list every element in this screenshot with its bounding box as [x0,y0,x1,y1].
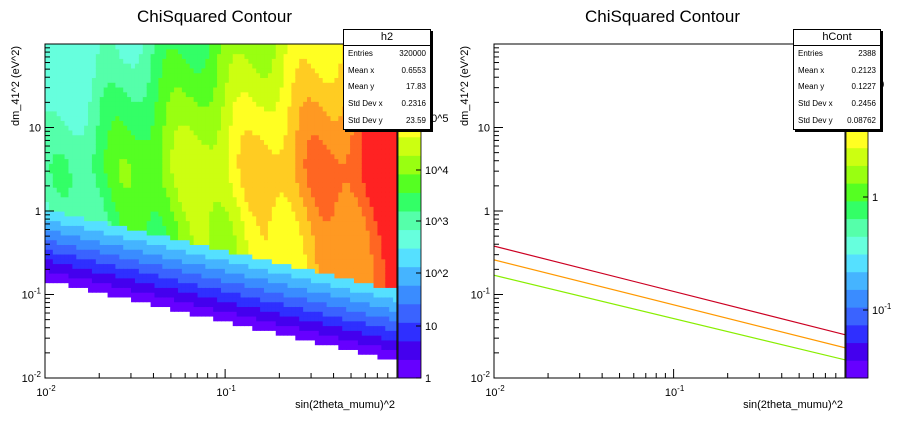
left-y-tick-label: 1 [35,206,41,218]
left-stats-row: Std Dev x 0.2316 [344,96,430,113]
left-y-tick-label: 10-1 [22,287,42,302]
right-palette-cell [846,271,868,290]
left-stats-row: Std Dev y 23.59 [344,113,430,130]
left-pad: 10-2 10-1 10-2 10-1 1 10 sin(2theta_mumu)^2 dm_… [10,7,449,411]
left-chart-title: ChiSquared Contour [137,7,292,26]
right-y-tick-label: 10-1 [471,287,491,302]
left-palette-cell [398,322,421,342]
right-stats-row: Std Dev y 0.08762 [794,113,880,130]
right-stats-box: hCont Entries 2388 Mean x 0.2123 Mean y 0.122… [793,29,881,131]
right-stats-row: Mean y 0.1227 [794,79,880,96]
right-palette-cell [846,254,868,273]
left-chart-svg: 10-2 10-1 10-2 10-1 1 10 sin(2theta_mumu)^2 dm_… [10,43,449,411]
left-stats-row: Mean y 17.83 [344,79,430,96]
left-stats-label: Entries [348,49,373,58]
right-contour-line-2 [494,274,845,361]
right-palette-cell [846,307,868,326]
left-palette-cell [398,136,421,156]
right-stats-value: 0.08762 [847,115,876,125]
right-contour-line-0 [494,245,845,336]
left-stats-value: 17.83 [405,82,426,92]
left-palette-cell [398,173,421,193]
left-palette-cell [398,340,421,360]
right-pad: 10-2 10-1 10-2 10-1 1 10 sin(2theta_mumu)^2 dm_… [449,0,898,425]
right-stats-value: 2388 [858,49,876,58]
right-palette-label: 1 [872,192,878,204]
left-stats-row: Mean x 0.6553 [344,63,430,80]
left-x-tick-label: 10-2 [36,384,56,399]
right-palette-cell [846,360,868,379]
left-palette-label: 1 [425,373,431,385]
right-y-tick-label: 1 [484,206,490,218]
left-palette-cell [398,285,421,305]
left-palette-cell [398,248,421,268]
right-palette-cell [846,130,868,149]
left-stats-value: 0.2316 [401,99,426,109]
right-stats-value: 0.1227 [851,82,876,92]
left-stats-label: Std Dev y [348,115,383,125]
right-palette-cell [846,165,868,184]
left-stats-row: Entries 320000 [344,46,430,63]
right-stats-value: 0.2123 [851,65,876,75]
left-palette-label: 10^4 [425,165,449,177]
left-palette-cell [398,266,421,286]
right-stats-row: Std Dev x 0.2456 [794,96,880,113]
right-x-tick-label: 10-1 [665,384,685,399]
right-stats-value: 0.2456 [851,99,876,109]
left-stats-value: 320000 [399,49,426,58]
right-stats-label: Std Dev y [798,115,833,125]
left-palette-label: 10^3 [425,216,449,228]
right-x-axis-label: sin(2theta_mumu)^2 [743,399,843,411]
left-stats-label: Mean x [348,65,375,75]
right-palette-cell [846,147,868,166]
left-palette-cell [398,359,421,379]
left-stats-label: Mean y [348,82,375,92]
right-contour-line-1 [494,259,845,349]
right-y-tick-label: 10 [478,123,490,135]
left-x-axis-label: sin(2theta_mumu)^2 [295,399,395,411]
right-palette-cell [846,236,868,255]
right-palette-cell [846,218,868,237]
right-palette-cell [846,183,868,202]
right-palette-cell [846,342,868,361]
right-palette-label: 10-1 [872,302,892,317]
left-stats-box: h2 Entries 320000 Mean x 0.6553 Mean y 17.83 S… [343,29,431,131]
left-palette-label: 10 [425,321,437,333]
left-stats-value: 0.6553 [401,65,426,75]
right-y-tick-label: 10-2 [471,370,491,385]
left-palette-cell [398,211,421,231]
right-stats-label: Mean y [798,82,825,92]
left-palette-label: 10^2 [425,268,449,280]
right-x-tick-label: 10-2 [485,384,505,399]
right-palette-cell [846,289,868,308]
left-palette-cell [398,303,421,323]
left-palette-cell [398,192,421,212]
right-stats-label: Mean x [798,65,825,75]
left-stats-value: 23.59 [405,115,426,125]
right-stats-row: Entries 2388 [794,46,880,63]
left-y-tick-label: 10 [29,123,41,135]
right-stats-row: Mean x 0.2123 [794,63,880,80]
left-stats-name: h2 [344,30,430,46]
left-stats-label: Std Dev x [348,99,383,109]
right-chart-svg: 10-2 10-1 10-2 10-1 1 10 sin(2theta_mumu)^2 dm_… [459,43,892,411]
right-palette-cell [846,324,868,344]
left-y-axis-label: dm_41^2 (eV^2) [10,46,22,126]
left-palette-cell [398,229,421,249]
left-heatmap [45,44,397,360]
right-stats-label: Entries [798,49,823,58]
right-y-axis-label: dm_41^2 (eV^2) [459,46,471,126]
left-palette-cell [398,155,421,175]
right-stats-label: Std Dev x [798,99,833,109]
right-stats-name: hCont [794,30,880,46]
left-x-tick-label: 10-1 [216,384,236,399]
right-chart-title: ChiSquared Contour [585,7,740,26]
right-palette-cell [846,200,868,220]
left-y-tick-label: 10-2 [22,370,42,385]
